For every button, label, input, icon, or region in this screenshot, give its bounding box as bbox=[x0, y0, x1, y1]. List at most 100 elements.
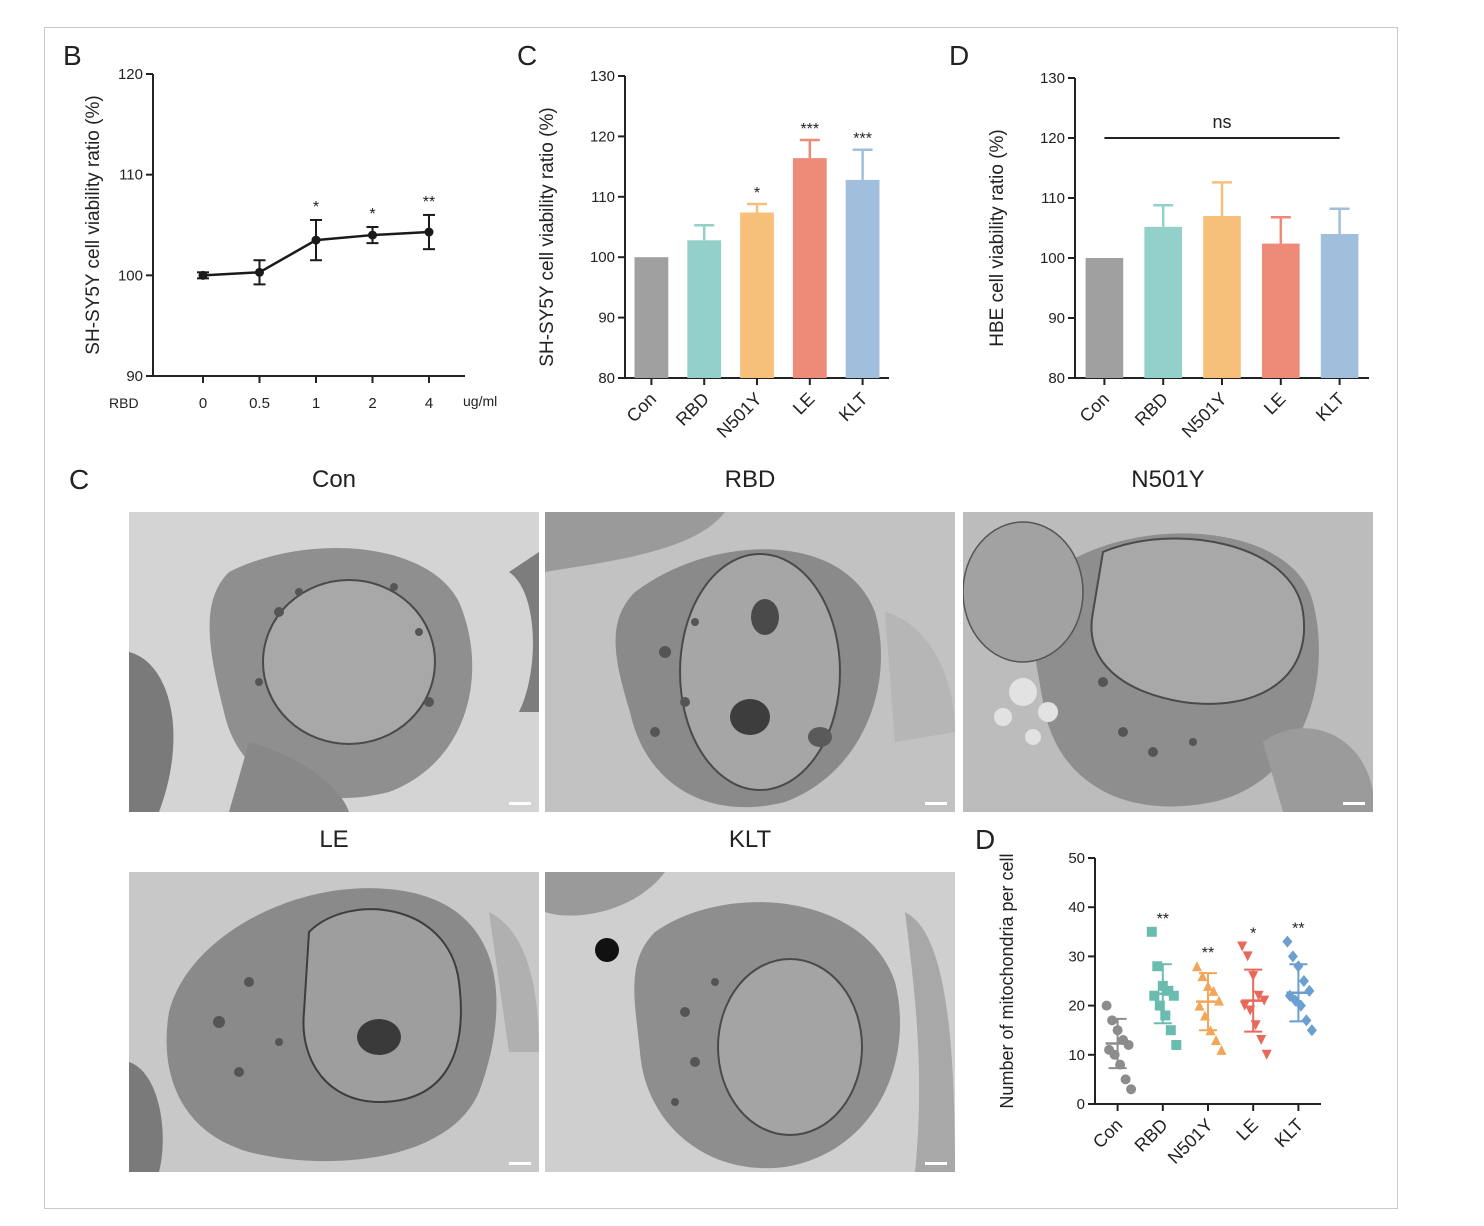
y-axis-title: SH-SY5Y cell viability ratio (%) bbox=[83, 95, 104, 354]
scatter-point bbox=[1261, 1049, 1272, 1060]
scatter-point bbox=[1211, 1035, 1221, 1046]
y-tick-label: 40 bbox=[1068, 899, 1085, 916]
scatter-point bbox=[1237, 941, 1248, 952]
x-tick-label: LE bbox=[789, 389, 819, 419]
scatter-point bbox=[1287, 950, 1298, 963]
scatter-point bbox=[1171, 1039, 1182, 1050]
scatter-point bbox=[1306, 1024, 1317, 1037]
scatter-point bbox=[1107, 1015, 1118, 1026]
x-tick-label: N501Y bbox=[713, 389, 766, 442]
significance-mark: ** bbox=[1202, 945, 1214, 962]
panel-letter-d-top: D bbox=[949, 40, 970, 71]
significance-mark: *** bbox=[853, 131, 872, 148]
scatter-point bbox=[1149, 990, 1160, 1001]
micrograph-title-le: LE bbox=[319, 826, 349, 853]
data-point bbox=[368, 230, 377, 240]
x-tick-label: RBD bbox=[1131, 389, 1172, 430]
micrograph-title-rbd: RBD bbox=[724, 466, 776, 493]
y-tick-label: 130 bbox=[1040, 70, 1065, 87]
x-tick-label: RBD bbox=[672, 389, 713, 430]
x-tick-label: N501Y bbox=[1178, 389, 1231, 442]
x-prefix-label: RBD bbox=[109, 395, 139, 411]
scatter-point bbox=[1160, 1010, 1171, 1021]
data-point bbox=[198, 270, 208, 280]
bar bbox=[1203, 216, 1241, 378]
x-tick-label: Con bbox=[623, 389, 660, 426]
y-axis-title: HBE cell viability ratio (%) bbox=[987, 129, 1008, 347]
scatter-point bbox=[1101, 1000, 1112, 1011]
x-tick-label: 2 bbox=[368, 395, 376, 412]
x-tick-label: KLT bbox=[835, 389, 872, 426]
y-tick-label: 120 bbox=[590, 128, 615, 145]
charts-canvas: 90 100 110 120 SH-SY5Y cell viability ratio … bbox=[83, 66, 1369, 1168]
bar bbox=[687, 240, 722, 378]
scatter-point bbox=[1197, 971, 1208, 982]
bar bbox=[792, 158, 827, 378]
scatter-point bbox=[1126, 1084, 1137, 1095]
x-tick-label: LE bbox=[1260, 389, 1290, 419]
x-tick-label: 0.5 bbox=[249, 395, 270, 412]
y-tick-label: 90 bbox=[598, 310, 615, 327]
panel-letter-b: B bbox=[63, 40, 82, 71]
scatter-point bbox=[1208, 985, 1219, 996]
x-tick-label: 0 bbox=[199, 395, 207, 412]
scatter-point bbox=[1163, 985, 1174, 996]
bar bbox=[634, 257, 669, 378]
micrograph-rbd bbox=[545, 512, 955, 812]
data-point bbox=[311, 235, 321, 245]
scatter-point bbox=[1194, 1000, 1205, 1011]
y-tick-label: 80 bbox=[598, 370, 615, 387]
scatter-point bbox=[1304, 984, 1315, 997]
scatter-point bbox=[1298, 975, 1309, 987]
panel-letter-c-bottom: C bbox=[69, 464, 90, 495]
significance-label: ns bbox=[1212, 112, 1231, 132]
x-tick-label: KLT bbox=[1271, 1115, 1308, 1152]
bar bbox=[740, 212, 774, 378]
bar bbox=[1320, 234, 1359, 378]
scatter-point bbox=[1216, 1044, 1227, 1055]
scatter-point bbox=[1239, 1000, 1250, 1011]
y-tick-label: 130 bbox=[590, 68, 615, 85]
y-tick-label: 110 bbox=[591, 189, 615, 206]
x-tick-label: Con bbox=[1089, 1115, 1126, 1152]
y-axis-title: Number of mitochondria per cell bbox=[997, 853, 1017, 1108]
scatter-point bbox=[1168, 990, 1179, 1001]
scatter-point bbox=[1154, 1000, 1165, 1011]
y-tick-label: 110 bbox=[1041, 190, 1065, 207]
y-tick-label: 100 bbox=[118, 267, 143, 284]
x-tick-label: Con bbox=[1076, 389, 1113, 426]
scatter-point bbox=[1282, 935, 1293, 948]
significance-mark: * bbox=[1250, 926, 1256, 943]
y-tick-label: 110 bbox=[119, 167, 143, 184]
y-tick-label: 120 bbox=[118, 66, 143, 83]
micrograph-le bbox=[129, 872, 539, 1172]
bar bbox=[1261, 243, 1300, 378]
significance-mark: * bbox=[369, 206, 375, 223]
micrograph-title-con: Con bbox=[311, 466, 357, 493]
scatter-point bbox=[1253, 990, 1264, 1001]
x-unit-label: ug/ml bbox=[463, 393, 497, 409]
micrograph-title-klt: KLT bbox=[728, 826, 772, 853]
y-tick-label: 80 bbox=[1048, 370, 1065, 387]
data-point bbox=[255, 267, 264, 277]
scatter-point bbox=[1242, 951, 1253, 962]
x-tick-label: 4 bbox=[425, 395, 433, 412]
scatter-point bbox=[1165, 1025, 1176, 1036]
bar bbox=[1144, 226, 1183, 378]
scatter-point bbox=[1146, 926, 1157, 937]
micrograph-con bbox=[129, 512, 539, 812]
y-axis-title: SH-SY5Y cell viability ratio (%) bbox=[537, 107, 558, 366]
micrograph-klt bbox=[545, 872, 955, 1172]
x-tick-label: KLT bbox=[1312, 389, 1349, 426]
bar bbox=[845, 179, 880, 378]
significance-mark: * bbox=[754, 185, 760, 202]
micrograph-title-n501y: N501Y bbox=[1131, 466, 1205, 493]
micrograph-n501y bbox=[963, 512, 1373, 812]
y-tick-label: 20 bbox=[1068, 998, 1085, 1015]
y-tick-label: 90 bbox=[1048, 310, 1065, 327]
scatter-point bbox=[1256, 1035, 1267, 1046]
y-tick-label: 30 bbox=[1068, 948, 1085, 965]
scatter-point bbox=[1192, 961, 1202, 972]
significance-mark: * bbox=[313, 199, 319, 216]
panel-letter-c-top: C bbox=[517, 40, 538, 71]
